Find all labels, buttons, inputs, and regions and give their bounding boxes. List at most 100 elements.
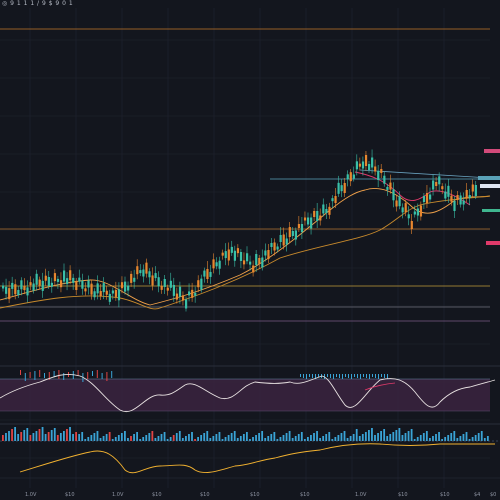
rsi-bar [315,374,316,379]
volume-bar [468,439,471,441]
macd-line [19,443,495,474]
volume-bar [355,429,358,441]
candle-body [20,280,23,290]
candle-body [242,260,246,265]
candle-body [96,283,99,294]
candle-body [72,277,75,283]
volume-bar [26,428,29,441]
candle-body [398,196,401,207]
volume-bar [297,434,300,441]
candle-body [151,275,154,286]
volume-bar [11,429,13,441]
candle-body [175,293,179,300]
candle-body [328,206,331,215]
trend-line [359,169,491,179]
rsi-bar [34,371,36,380]
x-axis-label: $10 [250,492,260,498]
candle-body [63,270,66,282]
candle-body [11,282,14,289]
candle-body [374,166,377,172]
rsi-bar [387,374,388,379]
rsi-band [0,379,490,411]
candle-body [145,262,148,274]
volume-bar [425,431,428,441]
candle-body [252,265,255,273]
volume-bar [444,437,447,441]
volume-bar [349,436,352,441]
rsi-bar [351,374,352,379]
candle-body [474,185,477,196]
window-title: ◎ 9 1 1 1 / 9 $ 9 0 1 [2,0,74,7]
candle-body [127,285,130,291]
candle-body [380,169,383,173]
candle-body [368,164,371,170]
volume-bar [404,433,407,441]
volume-bar [78,434,81,441]
candle-body [389,182,392,190]
volume-bar [307,437,309,441]
candle-body [117,289,121,301]
volume-bar [133,434,135,441]
volume-bar [422,433,425,441]
volume-bar [242,434,245,441]
volume-bar [276,439,279,441]
volume-bar [185,436,187,441]
rsi-bar [20,370,21,375]
volume-bar [203,433,206,441]
candlesticks[interactable] [2,149,477,312]
volume-bar [200,435,203,441]
candle-body [334,196,337,203]
rsi-bar [366,374,367,378]
volume-bar [383,429,386,441]
volume-bar [139,439,142,441]
candle-body [285,238,288,245]
candle-body [87,280,90,288]
rsi-bar [63,373,65,380]
candle-body [169,280,172,288]
volume-bar [188,434,190,441]
candle-body [124,281,127,292]
price-tags [478,149,500,245]
volume-bar [328,432,331,441]
rsi-bar [77,370,79,376]
candle-body [108,293,111,302]
rsi-bar [48,372,50,380]
candle-body [331,198,334,202]
candle-body [218,260,221,269]
candle-body [307,217,310,225]
candle-body [343,183,346,193]
volume-bar [59,433,62,441]
volume-bar [410,429,413,441]
candle-body [355,161,358,170]
volume-bar [352,434,355,441]
volume-bar [157,436,160,441]
volume-bar [386,436,389,441]
volume-bar [331,439,334,441]
volume-bar [477,433,480,441]
candle-body [450,195,453,202]
candle-body [404,203,407,213]
candle-body [230,246,233,253]
candle-body [429,194,432,200]
volume-bar [212,436,215,441]
volume-bar [181,438,184,441]
candle-body [14,284,17,295]
volume-bar [316,431,318,441]
volume-bar [96,431,99,441]
candle-body [395,200,398,207]
candle-body [215,262,218,267]
candle-body [148,271,151,278]
volume-bar [130,436,132,441]
rsi-signal [364,382,396,391]
candle-body [407,214,410,219]
candle-body [453,201,456,211]
volume-bar [441,439,443,441]
volume-bar [90,435,93,441]
volume-bar [239,436,242,441]
volume-bar [371,428,373,441]
volume-bar [255,435,257,441]
candle-body [465,190,468,198]
grid [0,8,490,488]
